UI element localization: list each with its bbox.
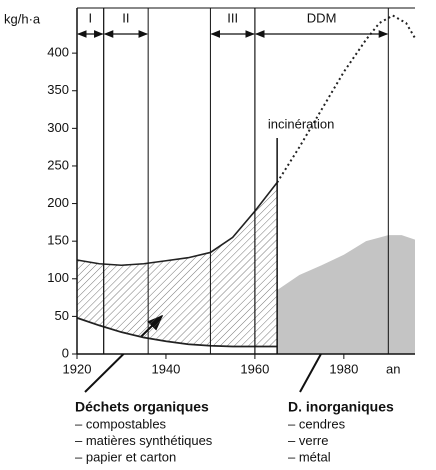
group-title: D. inorganiques — [288, 399, 394, 415]
period-label: DDM — [307, 10, 337, 25]
group-item: – matières synthétiques — [75, 433, 213, 448]
group-item: – métal — [288, 449, 331, 464]
x-tick-label: 1940 — [151, 361, 180, 376]
group-item: – papier et carton — [75, 449, 176, 464]
annotation: incinération — [268, 116, 335, 131]
y-tick-label: 150 — [47, 233, 69, 248]
group-item: – cendres — [288, 416, 346, 431]
y-tick-label: 200 — [47, 195, 69, 210]
stippled-area — [277, 235, 415, 354]
period-label: III — [227, 10, 238, 25]
y-tick-label: 0 — [62, 345, 69, 360]
series-line — [276, 14, 416, 184]
hatched-area — [77, 182, 278, 354]
y-axis-label: kg/h·a — [4, 11, 41, 26]
period-label: I — [89, 10, 93, 25]
y-tick-label: 250 — [47, 157, 69, 172]
x-tick-label: 1980 — [329, 361, 358, 376]
series-line — [76, 182, 278, 267]
y-tick-label: 50 — [55, 308, 69, 323]
y-tick-label: 100 — [47, 270, 69, 285]
x-tick-label: 1960 — [240, 361, 269, 376]
y-tick-label: 300 — [47, 120, 69, 135]
below-curve — [77, 317, 278, 354]
group-title: Déchets organiques — [75, 399, 209, 415]
period-label: II — [122, 10, 129, 25]
group-item: – compostables — [75, 416, 167, 431]
x-axis-label: an — [386, 361, 400, 376]
y-tick-label: 400 — [47, 45, 69, 60]
group-item: – verre — [288, 433, 328, 448]
series-line — [76, 317, 278, 348]
x-tick-label: 1920 — [63, 361, 92, 376]
y-tick-label: 350 — [47, 82, 69, 97]
